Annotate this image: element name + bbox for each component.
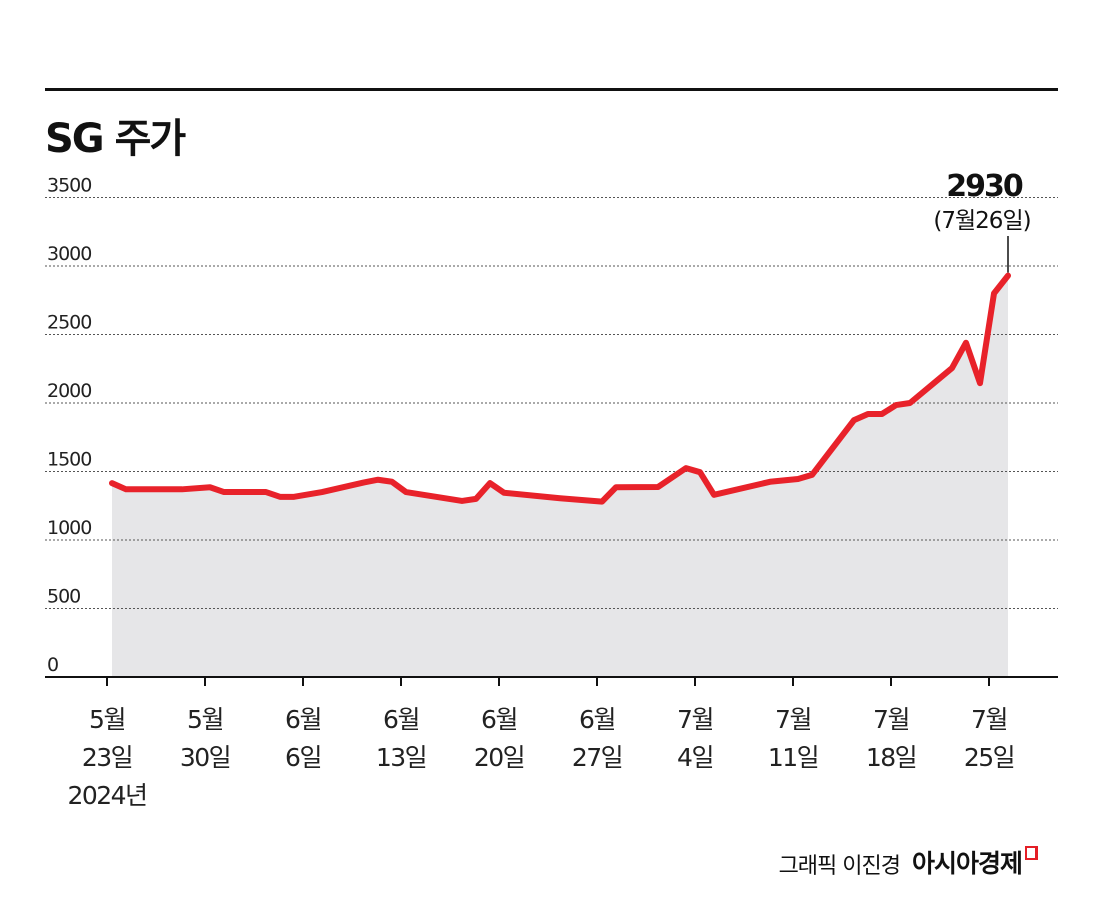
x-tick-label: 7월 [873,705,909,734]
area-fill [112,275,1008,677]
x-tick-label: 25일 [964,743,1014,772]
y-tick-label: 1000 [47,517,91,539]
x-tick-label: 6월 [481,705,517,734]
graphic-credit: 그래픽 이진경 [778,854,901,879]
x-tick-label: 6월 [579,705,615,734]
y-tick-label: 1500 [47,449,91,471]
x-tick-label: 2024년 [67,781,146,810]
y-tick-label: 500 [47,586,80,608]
x-tick-label: 6월 [285,705,321,734]
x-tick-label: 6일 [285,743,321,772]
brand-logo: 아시아경제 [912,844,1039,880]
x-tick-label: 13일 [376,743,426,772]
y-tick-label: 3000 [47,243,91,265]
x-tick-label: 30일 [180,743,230,772]
x-tick-label: 7월 [971,705,1007,734]
x-tick-label: 7월 [677,705,713,734]
x-tick-label: 20일 [474,743,524,772]
annotation-value: 2930 [946,169,1023,204]
brand-name: 아시아경제 [912,849,1023,878]
x-tick-label: 4일 [677,743,713,772]
annotation-date: (7월26일) [933,208,1030,234]
x-tick-label: 5월 [89,705,125,734]
x-tick-label: 11일 [768,743,818,772]
x-tick-label: 6월 [383,705,419,734]
x-tick-label: 5월 [187,705,223,734]
y-tick-label: 0 [47,654,58,676]
chart-title: SG 주가 [45,116,186,162]
x-tick-label: 23일 [82,743,132,772]
top-rule [45,88,1058,91]
y-tick-label: 2000 [47,380,91,402]
brand-mark-icon [1025,846,1039,860]
x-tick-label: 27일 [572,743,622,772]
y-tick-label: 3500 [47,175,91,197]
x-tick-label: 18일 [866,743,916,772]
x-tick-label: 7월 [775,705,811,734]
y-tick-label: 2500 [47,312,91,334]
